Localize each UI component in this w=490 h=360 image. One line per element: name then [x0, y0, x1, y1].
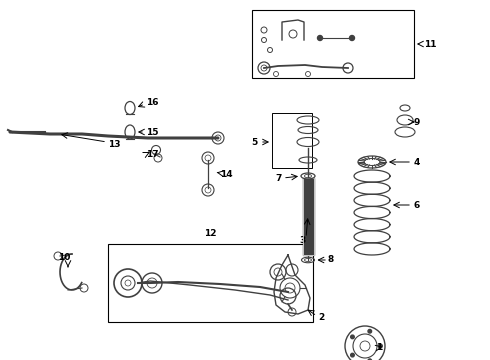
Bar: [252, 10, 414, 78]
Bar: [302, 178, 314, 255]
Text: 9: 9: [414, 117, 420, 126]
Text: 6: 6: [414, 201, 420, 210]
Text: 3: 3: [300, 235, 306, 244]
Text: 7: 7: [275, 174, 282, 183]
Text: 5: 5: [252, 138, 258, 147]
Text: 13: 13: [108, 140, 121, 149]
Text: 16: 16: [146, 98, 158, 107]
Text: 11: 11: [424, 40, 437, 49]
Text: 8: 8: [328, 256, 334, 265]
Text: 2: 2: [318, 314, 324, 323]
Circle shape: [368, 359, 371, 360]
Circle shape: [349, 36, 354, 40]
Circle shape: [368, 329, 371, 333]
Circle shape: [318, 36, 322, 40]
Circle shape: [351, 353, 354, 357]
Text: 10: 10: [58, 253, 70, 262]
Text: 1: 1: [376, 343, 382, 352]
Bar: [108, 244, 313, 322]
Circle shape: [379, 344, 382, 348]
Bar: [302, 178, 314, 255]
Bar: [272, 113, 312, 168]
Text: 17: 17: [146, 149, 159, 158]
Text: 12: 12: [204, 230, 216, 239]
Text: 4: 4: [414, 158, 420, 166]
Circle shape: [351, 335, 354, 339]
Text: 15: 15: [146, 127, 158, 136]
Text: 14: 14: [220, 170, 233, 179]
